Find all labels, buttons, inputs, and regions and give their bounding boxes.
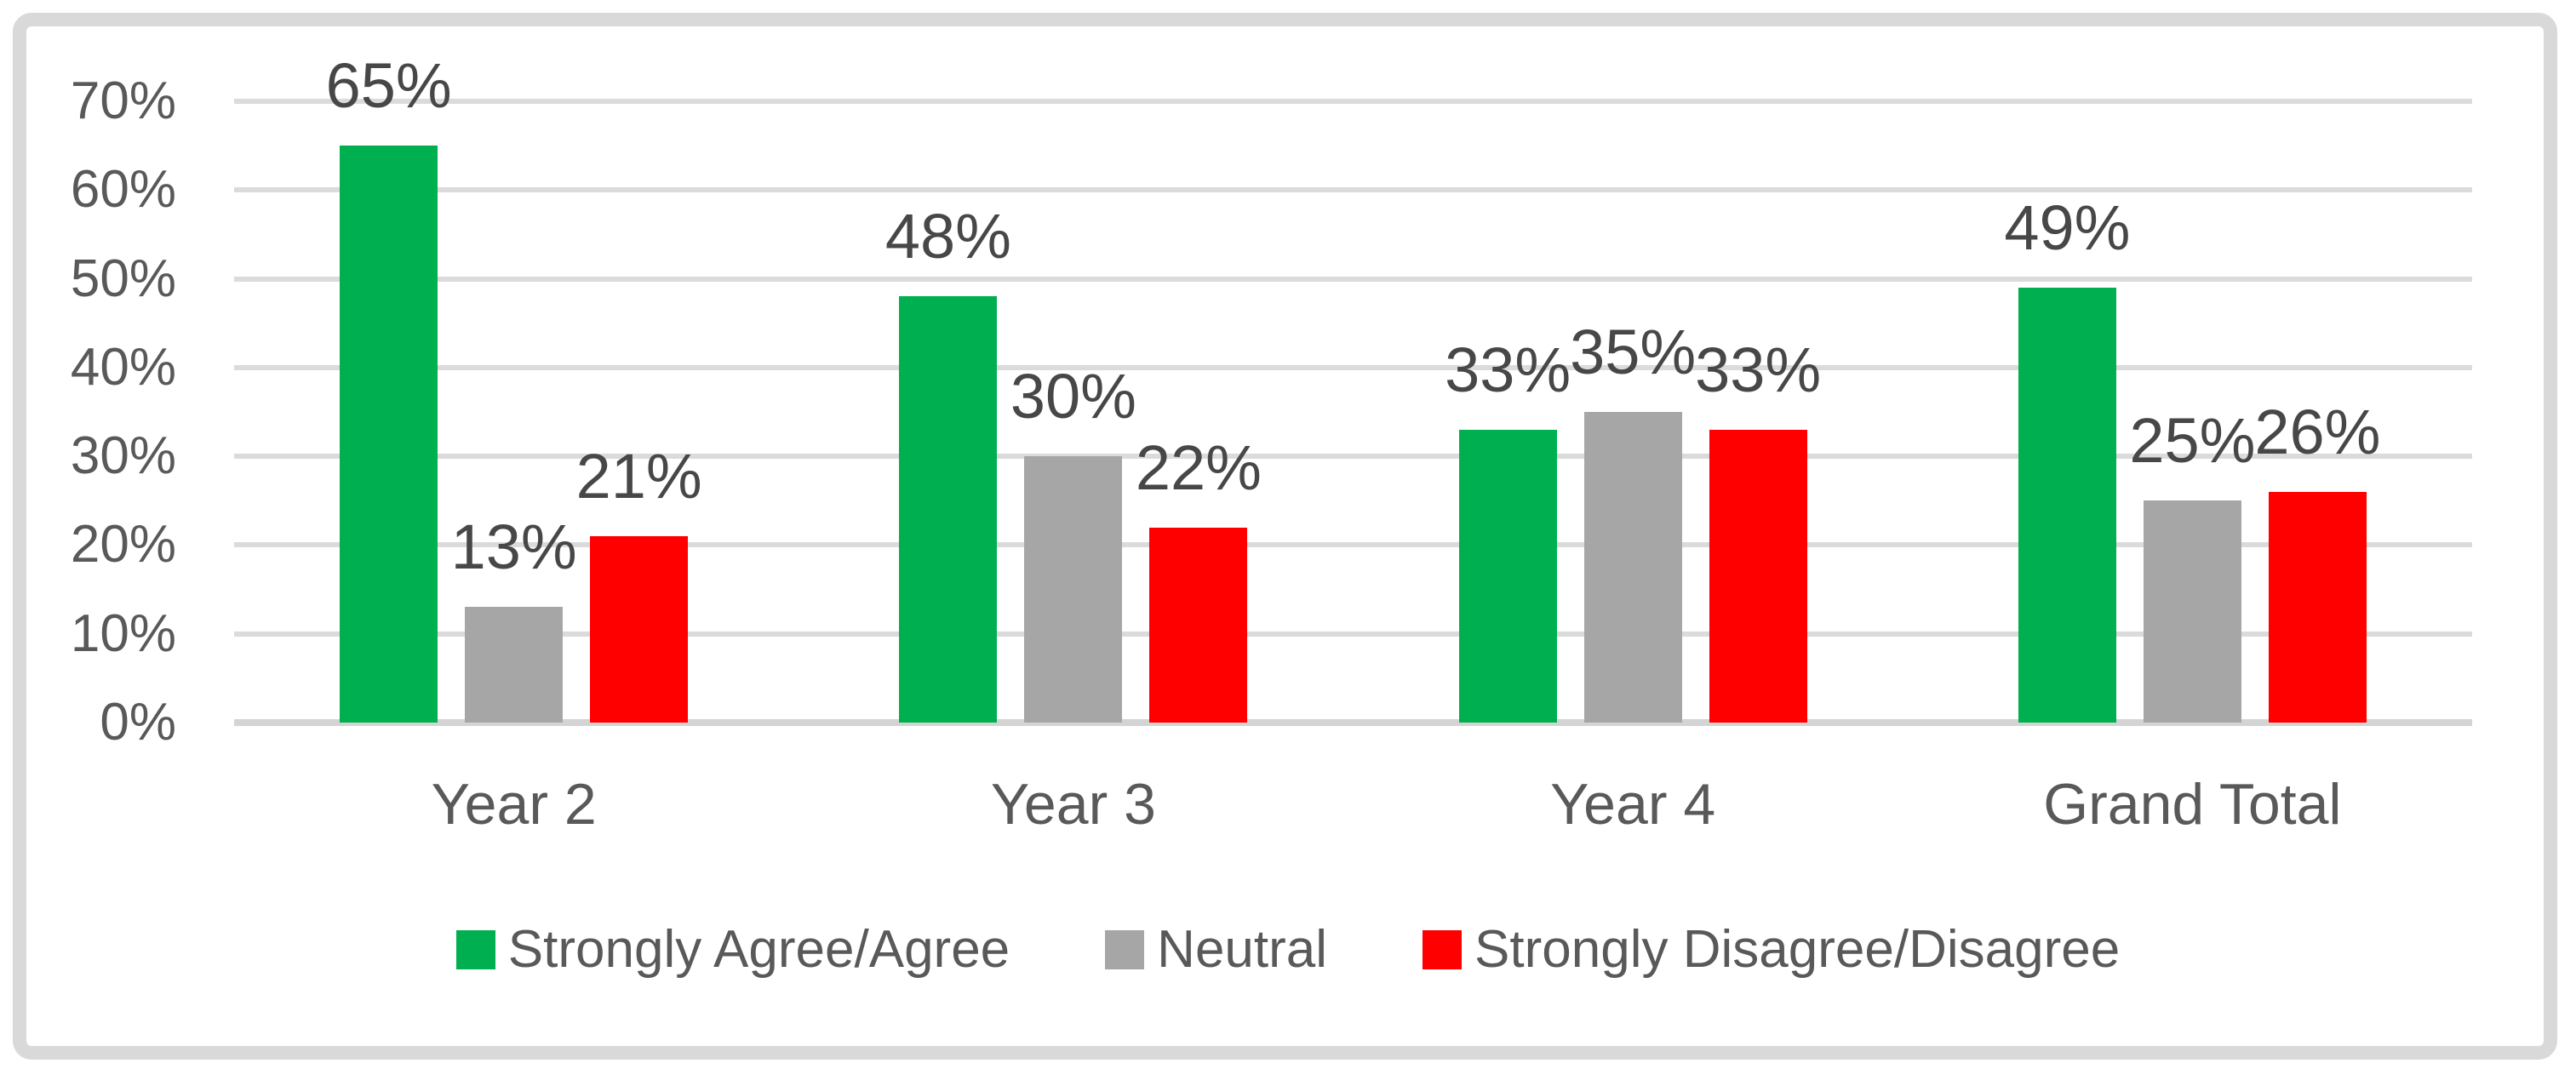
bar-neutral-3 — [2143, 500, 2241, 723]
data-label: 30% — [1010, 361, 1136, 432]
data-label: 48% — [884, 201, 1011, 272]
y-tick-label: 60% — [70, 160, 176, 220]
gridline — [234, 364, 2472, 370]
bar-agree-3 — [2018, 288, 2116, 723]
y-tick-label: 30% — [70, 426, 176, 486]
legend-swatch-icon — [1105, 930, 1145, 969]
legend-swatch-icon — [1423, 930, 1463, 969]
gridline — [234, 276, 2472, 282]
bar-disagree-3 — [2268, 491, 2367, 723]
bar-disagree-1 — [1149, 527, 1248, 723]
legend-label: Strongly Agree/Agree — [507, 920, 1010, 979]
data-label: 65% — [325, 50, 452, 122]
gridline — [234, 187, 2472, 193]
bar-neutral-1 — [1024, 456, 1123, 723]
y-tick-label: 40% — [70, 337, 176, 397]
data-label: 35% — [1570, 317, 1697, 387]
data-label: 22% — [1135, 432, 1262, 503]
y-axis: 70% 60% 50% 40% 30% 20% 10% 0% — [0, 0, 176, 1086]
data-label: 13% — [450, 512, 577, 583]
x-axis-line — [234, 719, 2472, 726]
y-tick-label: 20% — [70, 515, 176, 574]
gridline — [234, 542, 2472, 548]
data-label: 26% — [2254, 396, 2381, 467]
gridline — [234, 631, 2472, 637]
y-tick-label: 10% — [70, 603, 176, 663]
bar-disagree-2 — [1709, 429, 1807, 723]
plot-area: 65% 13% 21% 48% 30% 22% 33% 35% 33% 49% 25% 26% — [234, 52, 2472, 726]
legend-item: Strongly Disagree/Disagree — [1423, 919, 2120, 980]
data-label: 33% — [1695, 334, 1822, 405]
y-tick-label: 70% — [70, 71, 176, 130]
bar-neutral-2 — [1583, 412, 1682, 723]
bar-agree-1 — [899, 296, 998, 723]
legend-label: Strongly Disagree/Disagree — [1474, 920, 2121, 979]
bar-agree-0 — [340, 146, 438, 723]
y-tick-label: 50% — [70, 249, 176, 308]
y-tick-label: 0% — [100, 693, 176, 752]
legend-item: Strongly Agree/Agree — [455, 919, 1010, 980]
legend-item: Neutral — [1105, 919, 1327, 980]
legend-swatch-icon — [455, 930, 495, 969]
legend: Strongly Agree/Agree Neutral Strongly Disa… — [0, 914, 2576, 986]
gridline — [234, 454, 2472, 460]
legend-label: Neutral — [1157, 920, 1328, 979]
data-label: 25% — [2129, 405, 2256, 477]
bar-agree-2 — [1458, 429, 1557, 723]
data-label: 21% — [575, 441, 702, 512]
gridline — [234, 99, 2472, 104]
bar-neutral-0 — [465, 607, 564, 723]
bar-disagree-0 — [590, 536, 689, 723]
data-label: 33% — [1445, 334, 1571, 405]
data-label: 49% — [2004, 192, 2131, 263]
